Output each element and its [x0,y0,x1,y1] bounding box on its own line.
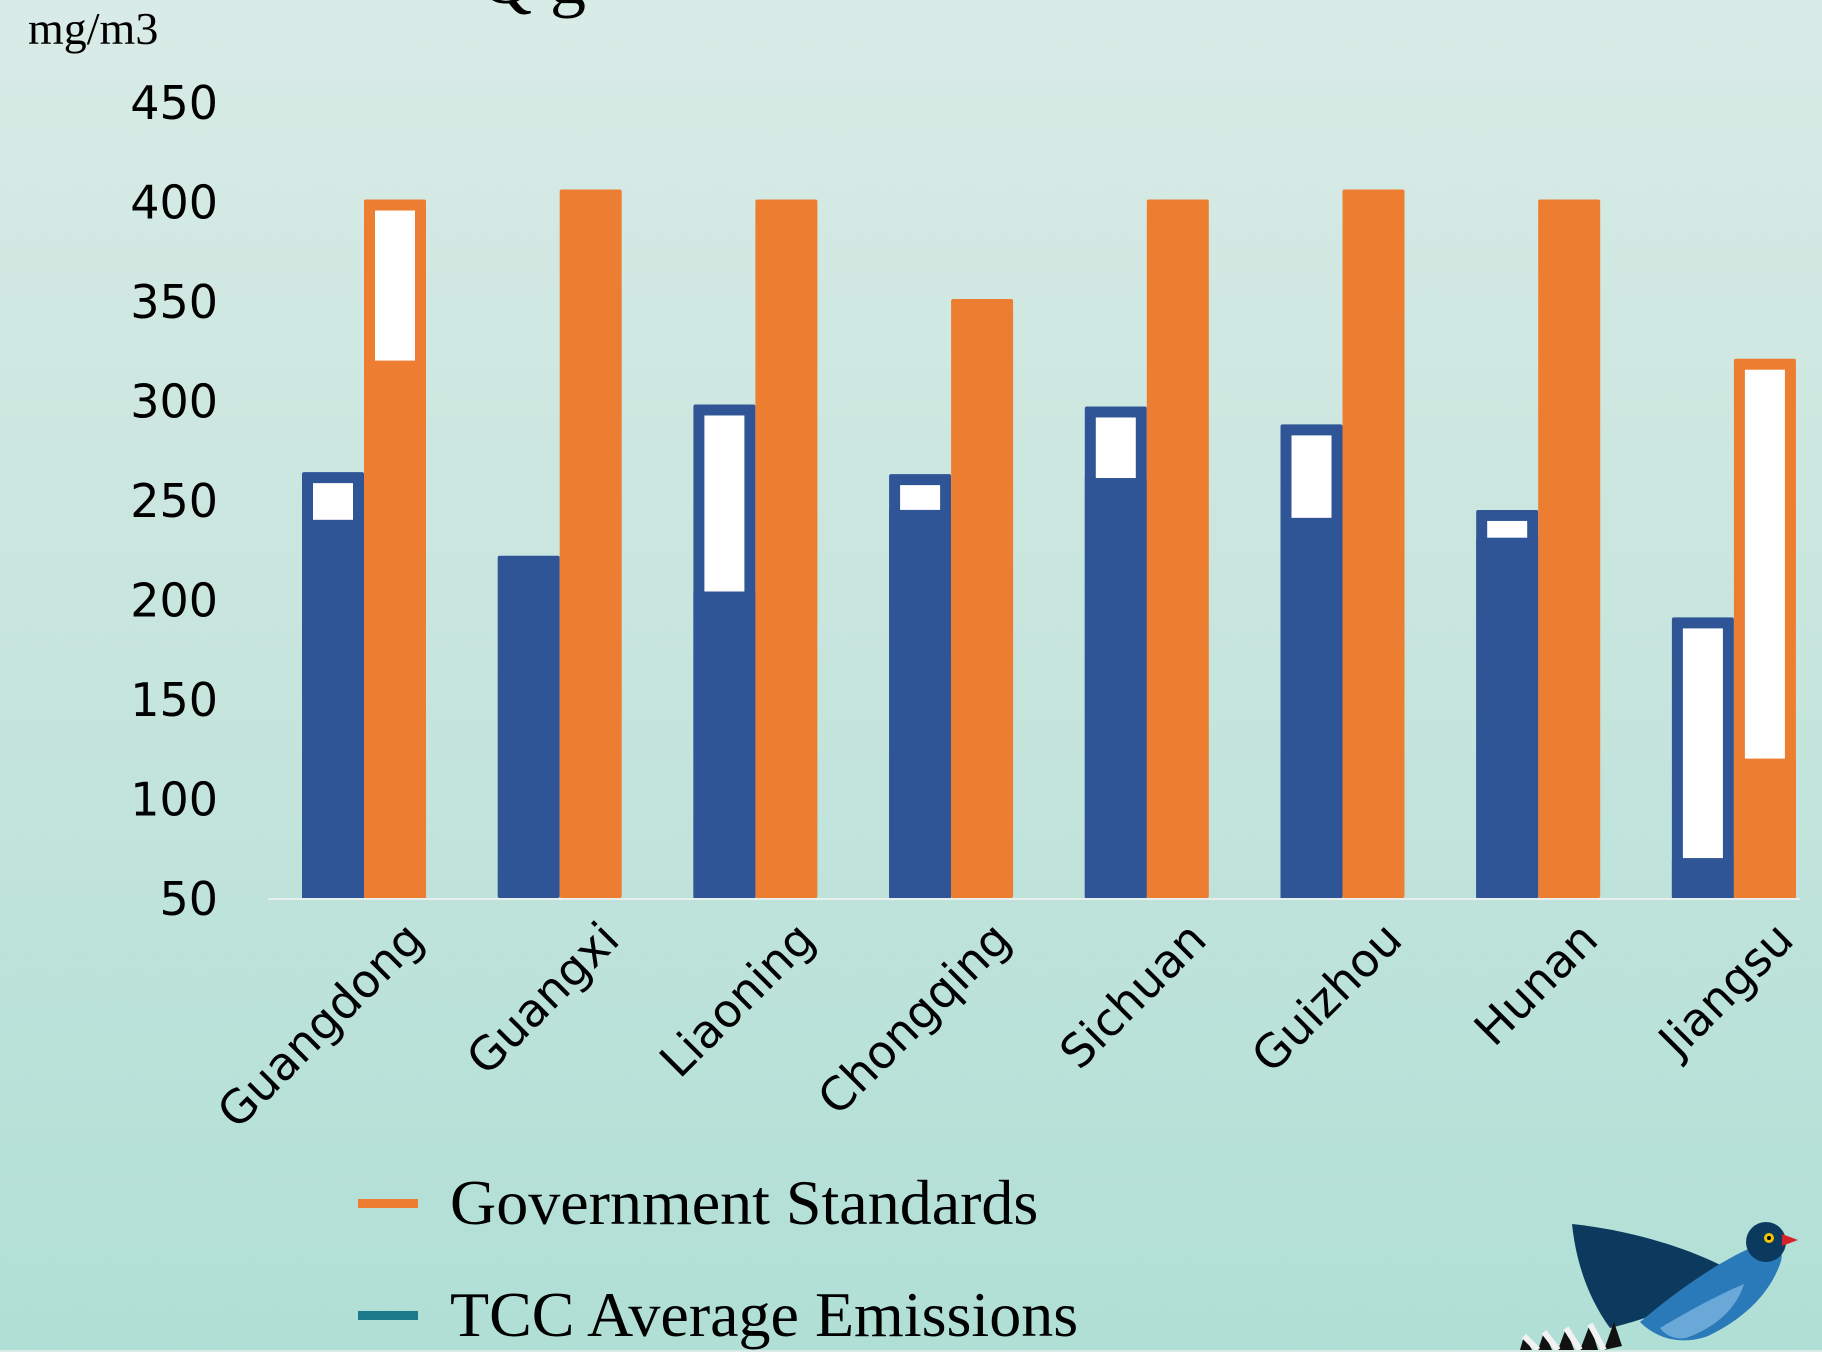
x-tick-label: Hunan [1464,912,1608,1056]
government-bar-inner [1733,758,1796,898]
tcc-bar-highlight [704,415,745,592]
tcc-bar-highlight [1487,520,1528,538]
legend-swatch-government [358,1198,418,1208]
tcc-bar-inner [693,591,756,898]
bird-logo-icon [1520,1222,1798,1350]
government-bar-highlight [375,210,415,361]
government-bar [1538,199,1601,898]
government-bar [755,199,818,898]
x-tick-label: Liaoning [649,912,825,1088]
government-bar [951,299,1014,898]
government-bar [1146,199,1209,898]
tcc-bar [497,555,560,898]
tcc-bar-highlight [313,483,353,520]
tcc-bar-inner [302,519,364,898]
tcc-bar-inner [889,509,952,898]
government-bar [1342,189,1405,898]
y-tick-label: 450 [130,76,218,130]
tcc-bar-highlight [900,485,941,510]
tcc-bar-highlight [1095,417,1136,479]
y-tick-label: 300 [130,375,218,429]
legend-item-government-standards[interactable]: Government Standards [358,1166,1038,1240]
y-tick-label: 200 [130,574,218,628]
government-bar-inner [364,360,426,898]
x-tick-label: Jiangsu [1646,912,1804,1070]
y-axis-unit-label: mg/m3 [28,3,159,54]
bar-chart: 50 100 150 200 250 300 350 400 450 Guangdong Guan… [130,76,1804,1139]
x-tick-label: Guangdong [207,912,434,1139]
y-tick-label: 50 [159,872,218,926]
y-tick-label: 400 [130,176,218,230]
y-tick-label: 250 [130,474,218,528]
x-tick-label: Chongqing [807,912,1021,1126]
x-tick-label: Guizhou [1241,912,1412,1083]
tcc-bar-highlight [1291,435,1332,518]
y-tick-label: 350 [130,275,218,329]
tcc-bar-inner [1671,858,1734,898]
legend-swatch-tcc [358,1310,418,1320]
legend-label-tcc: TCC Average Emissions [450,1279,1079,1350]
chart-title-fragment: Q g [480,0,586,21]
government-bar-highlight [1744,369,1785,759]
x-tick-label: Guangxi [456,912,629,1085]
legend-label-government: Government Standards [450,1167,1039,1238]
tcc-bar-inner [1476,537,1539,898]
tcc-bar-inner [1084,478,1147,898]
y-tick-label: 100 [130,773,218,827]
tcc-bar-inner [1280,517,1343,898]
government-bar [559,189,622,898]
x-tick-label: Sichuan [1049,912,1217,1080]
tcc-bar-highlight [1682,628,1723,859]
legend-item-tcc-average-emissions[interactable]: TCC Average Emissions [358,1278,1078,1352]
y-axis-ticks: 50 100 150 200 250 300 350 400 450 [130,76,218,926]
bar-series [302,189,1796,899]
y-tick-label: 150 [130,673,218,727]
